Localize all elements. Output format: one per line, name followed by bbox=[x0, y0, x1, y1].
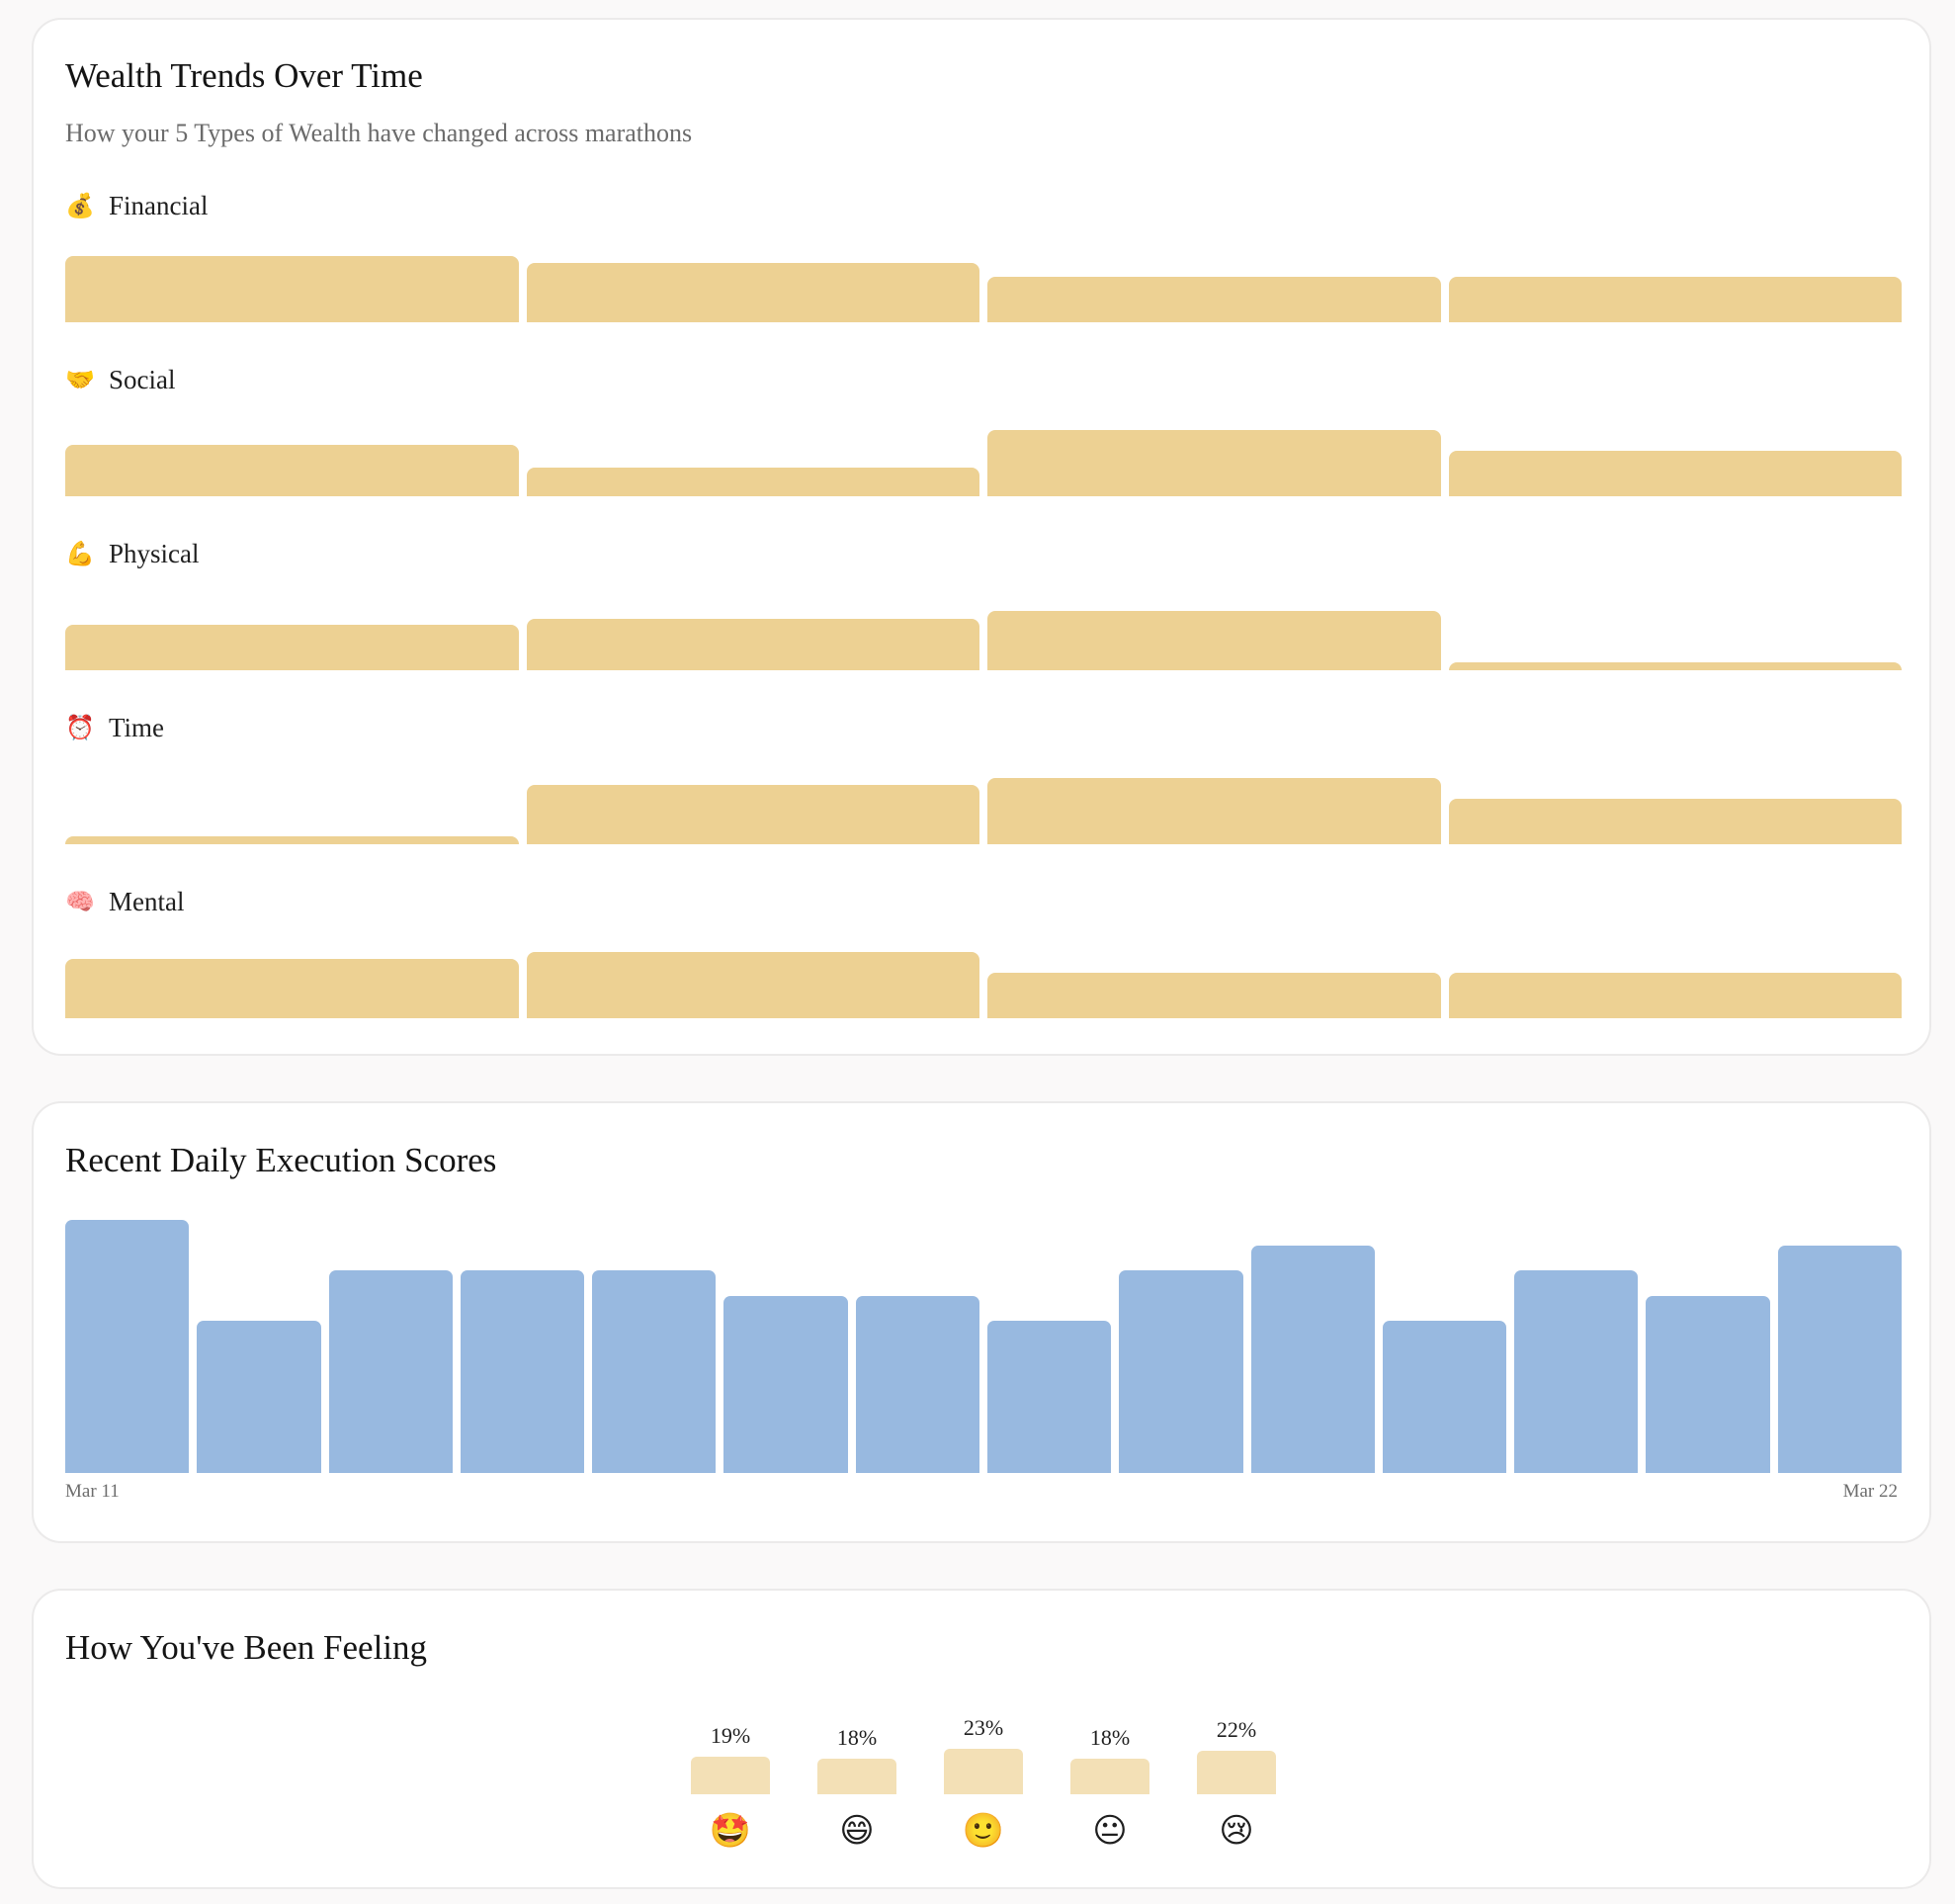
date-end-label: Mar 22 bbox=[1842, 1481, 1898, 1502]
score-bar-12 bbox=[1514, 1270, 1639, 1473]
wealth-row-physical: 💪 Physical bbox=[65, 534, 1902, 682]
alarm-clock-icon: ⏰ bbox=[65, 714, 95, 741]
feeling-column-smiling: 23% 🙂 bbox=[944, 1591, 1023, 1887]
score-bar-2 bbox=[197, 1321, 321, 1473]
wealth-bar-financial-3 bbox=[987, 277, 1441, 322]
handshake-icon: 🤝 bbox=[65, 366, 95, 393]
feeling-bar-star-struck bbox=[691, 1757, 770, 1794]
score-bar-6 bbox=[723, 1295, 848, 1473]
star-struck-face-icon: 🤩 bbox=[709, 1811, 752, 1851]
wealth-label-physical: Physical bbox=[109, 538, 200, 568]
flexed-biceps-icon: 💪 bbox=[65, 540, 95, 567]
feeling-percent-neutral: 18% bbox=[1089, 1725, 1131, 1750]
score-bar-4 bbox=[460, 1270, 585, 1473]
score-bar-10 bbox=[1250, 1245, 1375, 1473]
wealth-trends-subtitle: How your 5 Types of Wealth have changed … bbox=[65, 119, 693, 147]
wealth-label-mental: Mental bbox=[109, 886, 185, 916]
score-bar-7 bbox=[855, 1295, 979, 1473]
wealth-row-time: ⏰ Time bbox=[65, 708, 1902, 856]
feeling-percent-grinning: 18% bbox=[836, 1725, 878, 1750]
wealth-bar-social-2 bbox=[526, 467, 979, 496]
wealth-bar-physical-2 bbox=[526, 618, 979, 670]
score-bar-5 bbox=[592, 1270, 717, 1473]
score-bar-9 bbox=[1119, 1270, 1243, 1473]
wealth-bar-physical-1 bbox=[65, 625, 519, 670]
wealth-bars-physical bbox=[65, 585, 1902, 670]
wealth-row-header: 💰 Financial bbox=[65, 186, 208, 225]
wealth-bar-time-1 bbox=[65, 836, 519, 844]
score-bar-3 bbox=[328, 1270, 453, 1473]
feeling-percent-star-struck: 19% bbox=[710, 1723, 751, 1748]
grinning-face-icon: 😄 bbox=[839, 1811, 875, 1851]
wealth-bar-mental-1 bbox=[65, 958, 519, 1018]
feeling-bar-neutral bbox=[1070, 1759, 1149, 1794]
score-bar-13 bbox=[1646, 1295, 1770, 1473]
wealth-trends-title: Wealth Trends Over Time bbox=[65, 56, 423, 95]
score-bar-1 bbox=[65, 1220, 190, 1473]
neutral-face-icon: 😐 bbox=[1092, 1811, 1128, 1851]
feeling-bar-smiling bbox=[944, 1749, 1023, 1794]
wealth-bar-financial-4 bbox=[1448, 277, 1902, 322]
wealth-bar-social-3 bbox=[987, 429, 1441, 496]
feelings-card: How You've Been Feeling 19% 🤩 18% 😄 23% 🙂 18% 😐… bbox=[32, 1589, 1931, 1889]
wealth-bars-social bbox=[65, 411, 1902, 496]
execution-scores-chart bbox=[65, 1220, 1902, 1473]
wealth-row-social: 🤝 Social bbox=[65, 360, 1902, 508]
wealth-row-mental: 🧠 Mental bbox=[65, 882, 1902, 1030]
score-bar-11 bbox=[1382, 1321, 1507, 1473]
brain-icon: 🧠 bbox=[65, 888, 95, 915]
wealth-bar-mental-3 bbox=[987, 973, 1441, 1018]
wealth-bar-physical-3 bbox=[987, 610, 1441, 670]
score-bar-14 bbox=[1777, 1245, 1902, 1473]
feeling-column-star-struck: 19% 🤩 bbox=[691, 1591, 770, 1887]
wealth-bar-time-4 bbox=[1448, 799, 1902, 844]
wealth-row-header: 💪 Physical bbox=[65, 534, 200, 573]
feeling-percent-smiling: 23% bbox=[963, 1715, 1004, 1740]
feelings-chart: 19% 🤩 18% 😄 23% 🙂 18% 😐 22% 😢 bbox=[34, 1591, 1933, 1887]
wealth-row-header: 🤝 Social bbox=[65, 360, 176, 399]
wealth-row-financial: 💰 Financial bbox=[65, 186, 1902, 334]
crying-face-icon: 😢 bbox=[1219, 1811, 1254, 1851]
wealth-bar-time-3 bbox=[987, 777, 1441, 844]
wealth-bars-time bbox=[65, 759, 1902, 844]
execution-scores-card: Recent Daily Execution Scores Mar 11 Mar… bbox=[32, 1101, 1931, 1543]
wealth-row-header: ⏰ Time bbox=[65, 708, 164, 747]
wealth-bars-mental bbox=[65, 933, 1902, 1018]
score-bar-8 bbox=[987, 1321, 1112, 1473]
wealth-bar-mental-2 bbox=[526, 951, 979, 1018]
wealth-bar-mental-4 bbox=[1448, 973, 1902, 1018]
feeling-percent-crying: 22% bbox=[1216, 1717, 1257, 1742]
execution-scores-title: Recent Daily Execution Scores bbox=[65, 1141, 497, 1179]
money-bag-icon: 💰 bbox=[65, 192, 95, 219]
wealth-trends-card: Wealth Trends Over Time How your 5 Types… bbox=[32, 18, 1931, 1056]
wealth-label-financial: Financial bbox=[109, 190, 209, 220]
smiling-face-icon: 🙂 bbox=[962, 1811, 1005, 1851]
feeling-column-neutral: 18% 😐 bbox=[1070, 1591, 1149, 1887]
wealth-label-time: Time bbox=[109, 712, 165, 742]
wealth-row-header: 🧠 Mental bbox=[65, 882, 184, 921]
wealth-bar-financial-2 bbox=[526, 262, 979, 322]
feeling-bar-grinning bbox=[817, 1759, 896, 1794]
wealth-bar-physical-4 bbox=[1448, 662, 1902, 670]
feeling-column-crying: 22% 😢 bbox=[1197, 1591, 1276, 1887]
wealth-bar-time-2 bbox=[526, 784, 979, 844]
feeling-bar-crying bbox=[1197, 1751, 1276, 1794]
feeling-column-grinning: 18% 😄 bbox=[817, 1591, 896, 1887]
wealth-label-social: Social bbox=[109, 364, 176, 394]
wealth-bar-social-1 bbox=[65, 444, 519, 496]
feelings-title: How You've Been Feeling bbox=[65, 1628, 428, 1667]
date-start-label: Mar 11 bbox=[65, 1481, 120, 1502]
wealth-bars-financial bbox=[65, 237, 1902, 322]
wealth-bar-social-4 bbox=[1448, 451, 1902, 496]
wealth-bar-financial-1 bbox=[65, 255, 519, 322]
